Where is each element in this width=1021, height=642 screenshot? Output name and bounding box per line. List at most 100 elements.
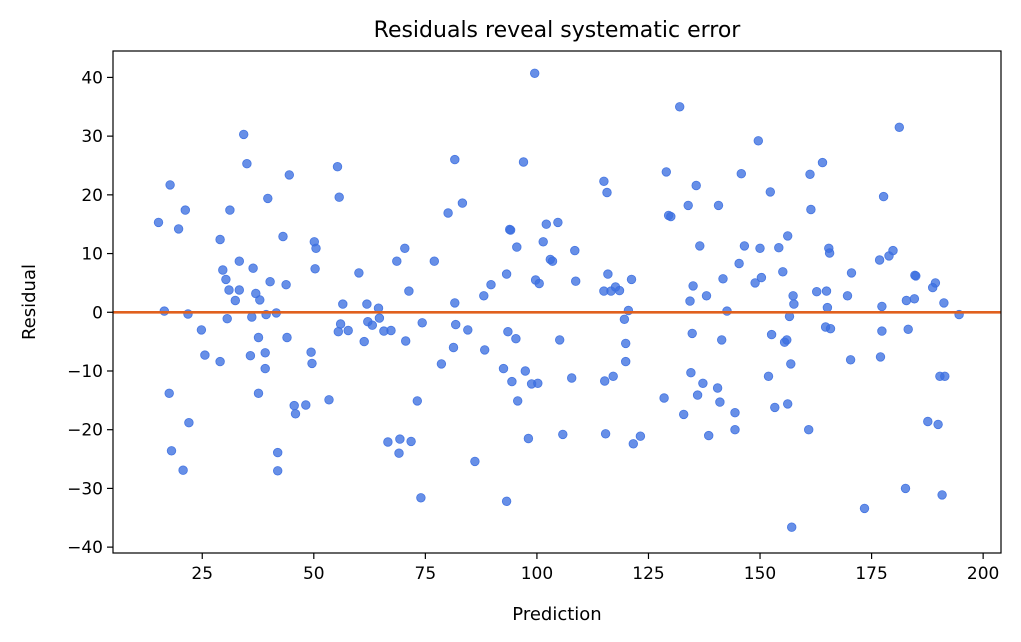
data-point: [333, 327, 344, 337]
data-point: [178, 465, 188, 475]
data-point: [756, 272, 767, 283]
data-point: [505, 225, 516, 235]
data-point: [284, 170, 295, 180]
data-point: [332, 161, 343, 172]
data-point: [695, 241, 705, 251]
data-point: [766, 329, 777, 340]
data-point: [894, 122, 905, 133]
data-point: [806, 204, 816, 215]
data-point: [547, 256, 558, 266]
points-layer: [153, 68, 964, 532]
data-point: [310, 264, 320, 274]
data-point: [599, 176, 609, 187]
data-point: [230, 295, 241, 306]
data-point: [392, 256, 402, 266]
data-point: [335, 319, 346, 329]
data-point: [173, 224, 184, 234]
data-point: [875, 352, 886, 362]
data-point: [450, 154, 460, 165]
data-point: [395, 434, 405, 444]
data-point: [901, 295, 912, 306]
data-point: [661, 167, 672, 177]
data-point: [842, 291, 853, 301]
data-point: [225, 205, 235, 215]
data-point: [479, 291, 489, 301]
data-point: [234, 256, 245, 266]
data-point: [354, 268, 364, 278]
data-point: [778, 267, 788, 277]
data-point: [715, 397, 725, 407]
data-point: [523, 433, 534, 444]
y-tick-label: 0: [92, 303, 103, 323]
data-point: [180, 205, 191, 215]
data-point: [273, 466, 283, 476]
data-point: [698, 378, 708, 389]
data-point: [367, 320, 378, 330]
data-point: [692, 390, 703, 400]
data-point: [247, 312, 257, 322]
data-point: [215, 234, 225, 245]
data-point: [739, 241, 750, 251]
data-point: [734, 258, 744, 269]
data-point: [307, 358, 317, 369]
data-point: [877, 326, 887, 336]
data-point: [603, 269, 613, 279]
data-point: [571, 276, 581, 286]
data-point: [253, 388, 264, 399]
data-point: [463, 325, 473, 335]
data-point: [717, 335, 727, 345]
data-point: [538, 237, 548, 247]
data-point: [846, 268, 857, 278]
data-point: [200, 350, 210, 360]
y-tick-label: −40: [67, 538, 103, 558]
data-point: [755, 243, 765, 254]
data-point: [412, 396, 423, 406]
data-point: [253, 332, 264, 343]
data-point: [903, 324, 913, 335]
y-axis: −40 −30 −20 −10 0 10 20 30 40: [67, 68, 113, 558]
x-tick-label: 50: [303, 564, 325, 584]
data-point: [429, 256, 440, 266]
data-point: [242, 158, 252, 169]
x-tick-label: 100: [521, 564, 553, 584]
data-point: [255, 295, 265, 305]
data-point: [937, 490, 947, 500]
data-point: [498, 363, 509, 374]
data-point: [621, 338, 631, 349]
data-point: [602, 187, 612, 198]
data-point: [789, 299, 799, 309]
data-point: [683, 200, 693, 211]
data-point: [394, 448, 404, 458]
data-point: [911, 271, 921, 281]
data-point: [289, 400, 299, 411]
data-point: [770, 402, 780, 413]
data-point: [877, 301, 887, 312]
data-point: [821, 286, 832, 296]
data-point: [278, 231, 288, 242]
data-point: [691, 180, 701, 191]
data-point: [930, 278, 941, 288]
data-point: [730, 408, 740, 418]
x-tick-label: 200: [967, 564, 999, 584]
data-point: [301, 400, 311, 410]
data-point: [628, 439, 639, 449]
data-point: [555, 335, 565, 345]
data-point: [763, 371, 774, 382]
data-point: [404, 286, 414, 296]
x-axis: 25 50 75 100 125 150 175 200: [191, 553, 999, 584]
data-point: [533, 378, 543, 389]
data-point: [878, 191, 889, 202]
data-point: [688, 281, 698, 291]
data-point: [805, 169, 815, 180]
data-point: [933, 419, 943, 430]
data-point: [520, 366, 531, 376]
data-point: [621, 356, 631, 367]
data-point: [782, 335, 792, 345]
data-point: [923, 416, 933, 427]
data-point: [265, 277, 275, 287]
data-point: [940, 371, 950, 382]
data-point: [450, 298, 460, 308]
data-point: [600, 429, 611, 439]
